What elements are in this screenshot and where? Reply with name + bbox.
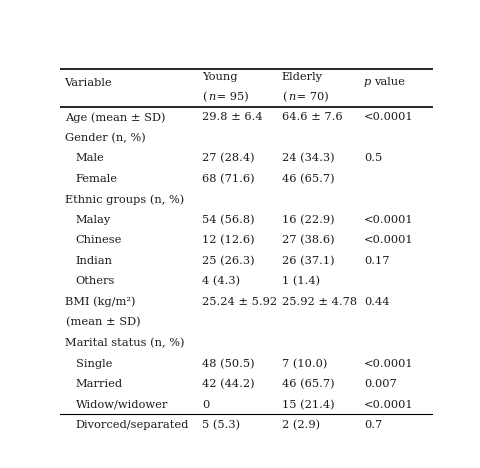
Text: 4 (4.3): 4 (4.3) [202,276,240,287]
Text: Age (mean ± SD): Age (mean ± SD) [64,112,165,123]
Text: Male: Male [76,153,104,163]
Text: 5 (5.3): 5 (5.3) [202,420,240,431]
Text: 27 (28.4): 27 (28.4) [202,153,254,163]
Text: 64.6 ± 7.6: 64.6 ± 7.6 [281,112,342,122]
Text: Widow/widower: Widow/widower [76,400,168,410]
Text: 68 (71.6): 68 (71.6) [202,174,254,184]
Text: Single: Single [76,358,112,368]
Text: 25 (26.3): 25 (26.3) [202,256,254,266]
Text: 25.92 ± 4.78: 25.92 ± 4.78 [281,297,356,307]
Text: n: n [208,92,216,102]
Text: (: ( [281,92,286,102]
Text: Chinese: Chinese [76,235,122,245]
Text: Indian: Indian [76,256,112,266]
Text: Gender (n, %): Gender (n, %) [64,132,145,143]
Text: 16 (22.9): 16 (22.9) [281,215,334,225]
Text: 15 (21.4): 15 (21.4) [281,400,334,410]
Text: Married: Married [76,379,123,389]
Text: 0.5: 0.5 [363,153,382,163]
Text: 46 (65.7): 46 (65.7) [281,379,334,389]
Text: <0.0001: <0.0001 [363,400,413,410]
Text: Malay: Malay [76,215,111,225]
Text: 1 (1.4): 1 (1.4) [281,276,319,287]
Text: 7 (10.0): 7 (10.0) [281,358,326,369]
Text: value: value [373,77,405,87]
Text: Young: Young [202,73,237,82]
Text: Ethnic groups (n, %): Ethnic groups (n, %) [64,194,183,205]
Text: = 70): = 70) [293,92,328,102]
Text: BMI (kg/m²): BMI (kg/m²) [64,297,135,307]
Text: (mean ± SD): (mean ± SD) [66,317,141,328]
Text: n: n [288,92,295,102]
Text: Female: Female [76,174,118,183]
Text: 0.17: 0.17 [363,256,389,266]
Text: = 95): = 95) [213,92,249,102]
Text: 0.44: 0.44 [363,297,389,307]
Text: <0.0001: <0.0001 [363,358,413,368]
Text: <0.0001: <0.0001 [363,215,413,225]
Text: 27 (38.6): 27 (38.6) [281,235,334,246]
Text: <0.0001: <0.0001 [363,235,413,245]
Text: 0.7: 0.7 [363,420,382,430]
Text: <0.0001: <0.0001 [363,112,413,122]
Text: 25.24 ± 5.92: 25.24 ± 5.92 [202,297,276,307]
Text: Others: Others [76,276,115,286]
Text: 46 (65.7): 46 (65.7) [281,174,334,184]
Text: 2 (2.9): 2 (2.9) [281,420,319,431]
Text: p: p [363,77,371,87]
Text: 29.8 ± 6.4: 29.8 ± 6.4 [202,112,262,122]
Text: 24 (34.3): 24 (34.3) [281,153,334,163]
Text: Marital status (n, %): Marital status (n, %) [64,338,184,348]
Text: 26 (37.1): 26 (37.1) [281,256,334,266]
Text: 48 (50.5): 48 (50.5) [202,358,254,369]
Text: 42 (44.2): 42 (44.2) [202,379,254,389]
Text: Variable: Variable [64,78,112,88]
Text: 12 (12.6): 12 (12.6) [202,235,254,246]
Text: 0: 0 [202,400,209,410]
Text: Elderly: Elderly [281,73,322,82]
Text: Divorced/separated: Divorced/separated [76,420,189,430]
Text: 54 (56.8): 54 (56.8) [202,215,254,225]
Text: 0.007: 0.007 [363,379,396,389]
Text: (: ( [202,92,206,102]
